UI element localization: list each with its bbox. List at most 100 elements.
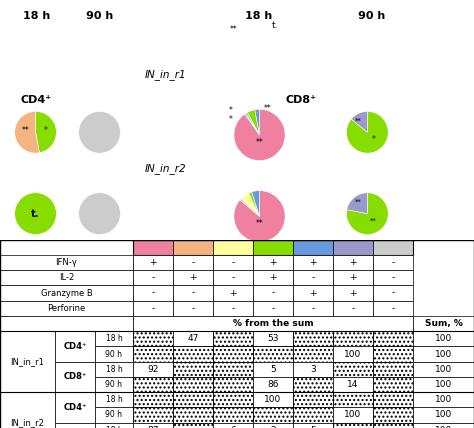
Bar xyxy=(333,331,373,346)
Bar xyxy=(333,300,373,316)
Text: +: + xyxy=(349,273,357,282)
Text: +: + xyxy=(269,273,277,282)
Text: -: - xyxy=(351,304,355,313)
Text: -: - xyxy=(392,288,395,297)
Text: 100: 100 xyxy=(345,350,362,359)
Wedge shape xyxy=(15,111,39,153)
Wedge shape xyxy=(234,109,285,160)
Bar xyxy=(253,407,293,422)
Bar xyxy=(333,346,373,362)
Text: 100: 100 xyxy=(435,365,452,374)
Bar xyxy=(333,377,373,392)
Bar xyxy=(0,285,133,300)
Bar xyxy=(133,377,173,392)
Text: 90 h: 90 h xyxy=(86,11,113,21)
Text: *: * xyxy=(44,126,48,135)
Text: 3: 3 xyxy=(310,365,316,374)
Bar xyxy=(55,422,95,428)
Bar xyxy=(173,407,213,422)
Bar xyxy=(213,240,253,255)
Text: 90 h: 90 h xyxy=(106,410,122,419)
Text: -: - xyxy=(191,288,195,297)
Text: +: + xyxy=(309,288,317,297)
Wedge shape xyxy=(79,193,120,235)
Text: 47: 47 xyxy=(187,334,199,343)
Bar xyxy=(293,270,333,285)
Wedge shape xyxy=(246,113,259,135)
Bar xyxy=(253,300,293,316)
Bar xyxy=(333,392,373,407)
Wedge shape xyxy=(240,199,259,216)
Bar xyxy=(213,285,253,300)
Text: IN_in_r1: IN_in_r1 xyxy=(145,69,187,80)
Bar xyxy=(0,316,133,331)
Text: *: * xyxy=(229,107,233,116)
Text: +: + xyxy=(269,258,277,267)
Text: -: - xyxy=(151,288,155,297)
Bar xyxy=(253,377,293,392)
Text: -: - xyxy=(191,304,195,313)
Bar xyxy=(0,331,55,392)
Bar xyxy=(133,240,173,255)
Text: 53: 53 xyxy=(267,334,279,343)
Text: **: ** xyxy=(264,104,272,113)
Text: 100: 100 xyxy=(345,410,362,419)
Text: -: - xyxy=(231,304,235,313)
Bar xyxy=(373,362,413,377)
Wedge shape xyxy=(347,193,367,214)
Text: t.: t. xyxy=(272,21,278,30)
Bar xyxy=(0,270,133,285)
Bar xyxy=(213,300,253,316)
Bar xyxy=(253,331,293,346)
Text: -: - xyxy=(311,273,315,282)
Text: CD8⁺: CD8⁺ xyxy=(64,372,87,381)
Bar xyxy=(213,346,253,362)
Bar xyxy=(133,316,413,331)
Bar xyxy=(373,392,413,407)
Text: 100: 100 xyxy=(435,410,452,419)
Text: CD4⁺: CD4⁺ xyxy=(64,403,87,412)
Text: 100: 100 xyxy=(435,395,452,404)
Bar xyxy=(373,240,413,255)
Text: 18 h: 18 h xyxy=(245,11,272,21)
Text: +: + xyxy=(349,258,357,267)
Bar xyxy=(253,346,293,362)
Bar xyxy=(133,346,173,362)
Text: 100: 100 xyxy=(435,334,452,343)
Bar xyxy=(95,407,133,422)
Text: Sum, %: Sum, % xyxy=(425,319,463,328)
Bar xyxy=(253,255,293,270)
Wedge shape xyxy=(252,190,259,216)
Bar xyxy=(373,255,413,270)
Bar xyxy=(333,407,373,422)
Bar xyxy=(213,331,253,346)
Wedge shape xyxy=(241,193,259,216)
Bar xyxy=(373,377,413,392)
Bar xyxy=(0,392,55,428)
Bar xyxy=(293,255,333,270)
Bar xyxy=(373,300,413,316)
Text: **: ** xyxy=(355,199,361,205)
Text: *: * xyxy=(229,115,233,124)
Text: 87: 87 xyxy=(147,426,159,428)
Wedge shape xyxy=(351,111,367,132)
Text: 14: 14 xyxy=(347,380,359,389)
Text: % from the sum: % from the sum xyxy=(233,319,313,328)
Wedge shape xyxy=(245,113,259,135)
Bar xyxy=(373,270,413,285)
Bar xyxy=(95,422,133,428)
Text: CD4⁺: CD4⁺ xyxy=(21,95,52,105)
Bar xyxy=(293,422,333,428)
Bar xyxy=(173,285,213,300)
Bar xyxy=(133,240,413,255)
Bar xyxy=(133,422,173,428)
Text: IN_in_r1: IN_in_r1 xyxy=(10,357,45,366)
Bar xyxy=(213,270,253,285)
Text: **: ** xyxy=(355,118,361,124)
Bar xyxy=(173,240,213,255)
Bar xyxy=(213,392,253,407)
Bar xyxy=(173,362,213,377)
Text: -: - xyxy=(392,273,395,282)
Wedge shape xyxy=(79,111,120,153)
Text: CD4⁺: CD4⁺ xyxy=(64,342,87,351)
